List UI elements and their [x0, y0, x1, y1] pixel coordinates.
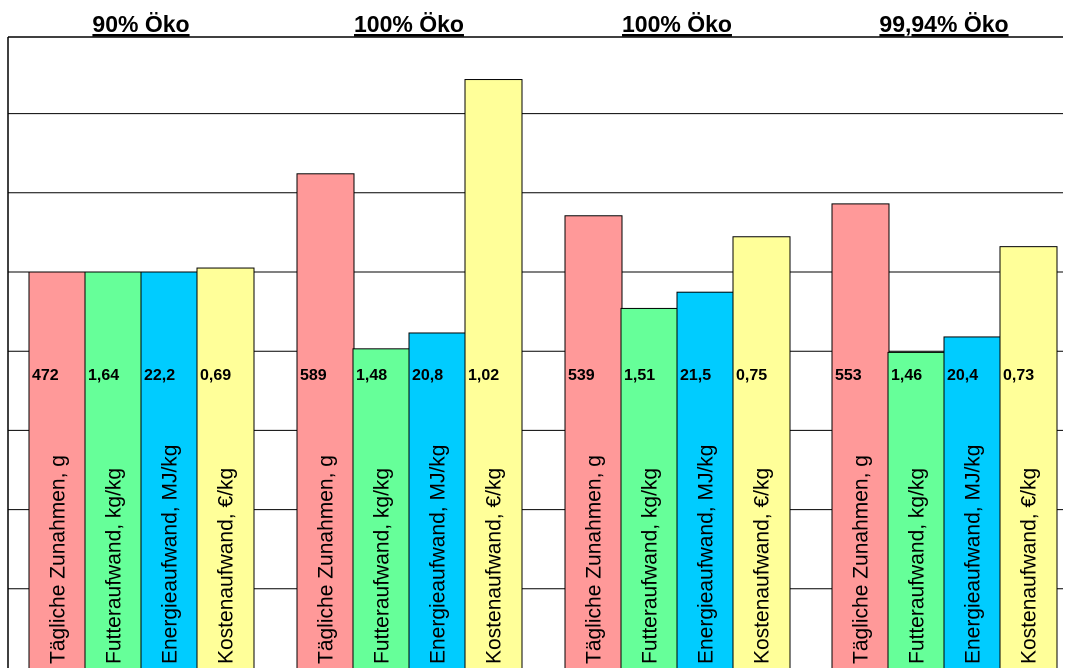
value-label: 589 — [300, 367, 327, 384]
bar-group-item: 1,48 Futteraufwand, kg/kg — [352, 348, 411, 668]
category-label: Tägliche Zunahmen, g — [850, 455, 873, 664]
value-label: 1,48 — [356, 367, 387, 384]
category-label: Futteraufwand, kg/kg — [639, 468, 662, 664]
bar-group-item: 1,64 Futteraufwand, kg/kg — [84, 271, 143, 668]
bar — [620, 307, 679, 668]
bar — [999, 246, 1058, 668]
bar — [464, 79, 523, 668]
group-title: 100% Öko — [354, 11, 464, 37]
value-label: 0,73 — [1003, 367, 1034, 384]
value-label: 22,2 — [144, 367, 175, 384]
category-label: Energieaufwand, MJ/kg — [427, 445, 450, 664]
value-label: 1,51 — [624, 367, 655, 384]
bar — [140, 271, 199, 668]
value-label: 539 — [568, 367, 595, 384]
value-label: 553 — [835, 367, 862, 384]
value-label: 1,64 — [88, 367, 119, 384]
group-titles: 90% Öko 100% Öko 100% Öko 99,94% Öko — [92, 11, 1008, 37]
value-label: 0,75 — [736, 367, 767, 384]
bar — [732, 236, 791, 668]
bar — [296, 173, 355, 668]
category-label: Energieaufwand, MJ/kg — [962, 445, 985, 664]
bar-group-item: 539 Tägliche Zunahmen, g — [564, 215, 623, 668]
category-label: Futteraufwand, kg/kg — [103, 468, 126, 664]
value-label: 20,4 — [947, 367, 978, 384]
category-label: Tägliche Zunahmen, g — [583, 455, 606, 664]
bar-group-item: 553 Tägliche Zunahmen, g — [831, 203, 890, 668]
value-label: 0,69 — [200, 367, 231, 384]
bar-group-item: 1,51 Futteraufwand, kg/kg — [620, 307, 679, 668]
category-label: Kostenaufwand, €/kg — [483, 468, 506, 664]
group-title: 100% Öko — [622, 11, 732, 37]
bar — [196, 267, 255, 668]
bar — [408, 332, 467, 668]
bar-group-item: 1,46 Futteraufwand, kg/kg — [887, 351, 946, 668]
category-label: Futteraufwand, kg/kg — [906, 468, 929, 664]
plot-frame — [7, 36, 1063, 668]
group-title: 90% Öko — [92, 11, 189, 37]
bars: 472 Tägliche Zunahmen, g 1,64 Futteraufwand… — [28, 79, 1058, 668]
bar-group-item: 20,4 Energieaufwand, MJ/kg — [943, 336, 1002, 668]
bar-group-item: 0,75 Kostenaufwand, €/kg — [732, 236, 791, 668]
value-label: 1,02 — [468, 367, 499, 384]
bar — [84, 271, 143, 668]
bar-group-item: 589 Tägliche Zunahmen, g — [296, 173, 355, 668]
bar-group-item: 472 Tägliche Zunahmen, g — [28, 271, 87, 668]
bar — [831, 203, 890, 668]
bar — [943, 336, 1002, 668]
group-title: 99,94% Öko — [879, 11, 1008, 37]
category-label: Futteraufwand, kg/kg — [371, 468, 394, 664]
bar — [28, 271, 87, 668]
bar-group-item: 22,2 Energieaufwand, MJ/kg — [140, 271, 199, 668]
value-label: 1,46 — [891, 367, 922, 384]
bar-group-item: 1,02 Kostenaufwand, €/kg — [464, 79, 523, 668]
bar — [564, 215, 623, 668]
bar-group-item: 21,5 Energieaufwand, MJ/kg — [676, 291, 735, 668]
value-label: 472 — [32, 367, 59, 384]
category-label: Energieaufwand, MJ/kg — [695, 445, 718, 664]
category-label: Tägliche Zunahmen, g — [47, 455, 70, 664]
bar-group-item: 0,73 Kostenaufwand, €/kg — [999, 246, 1058, 668]
category-label: Kostenaufwand, €/kg — [751, 468, 774, 664]
bar-group-item: 20,8 Energieaufwand, MJ/kg — [408, 332, 467, 668]
value-label: 20,8 — [412, 367, 443, 384]
category-label: Tägliche Zunahmen, g — [315, 455, 338, 664]
category-label: Kostenaufwand, €/kg — [1018, 468, 1041, 664]
category-label: Kostenaufwand, €/kg — [215, 468, 238, 664]
value-label: 21,5 — [680, 367, 711, 384]
bar — [887, 351, 946, 668]
bar-group-item: 0,69 Kostenaufwand, €/kg — [196, 267, 255, 668]
category-label: Energieaufwand, MJ/kg — [159, 445, 182, 664]
